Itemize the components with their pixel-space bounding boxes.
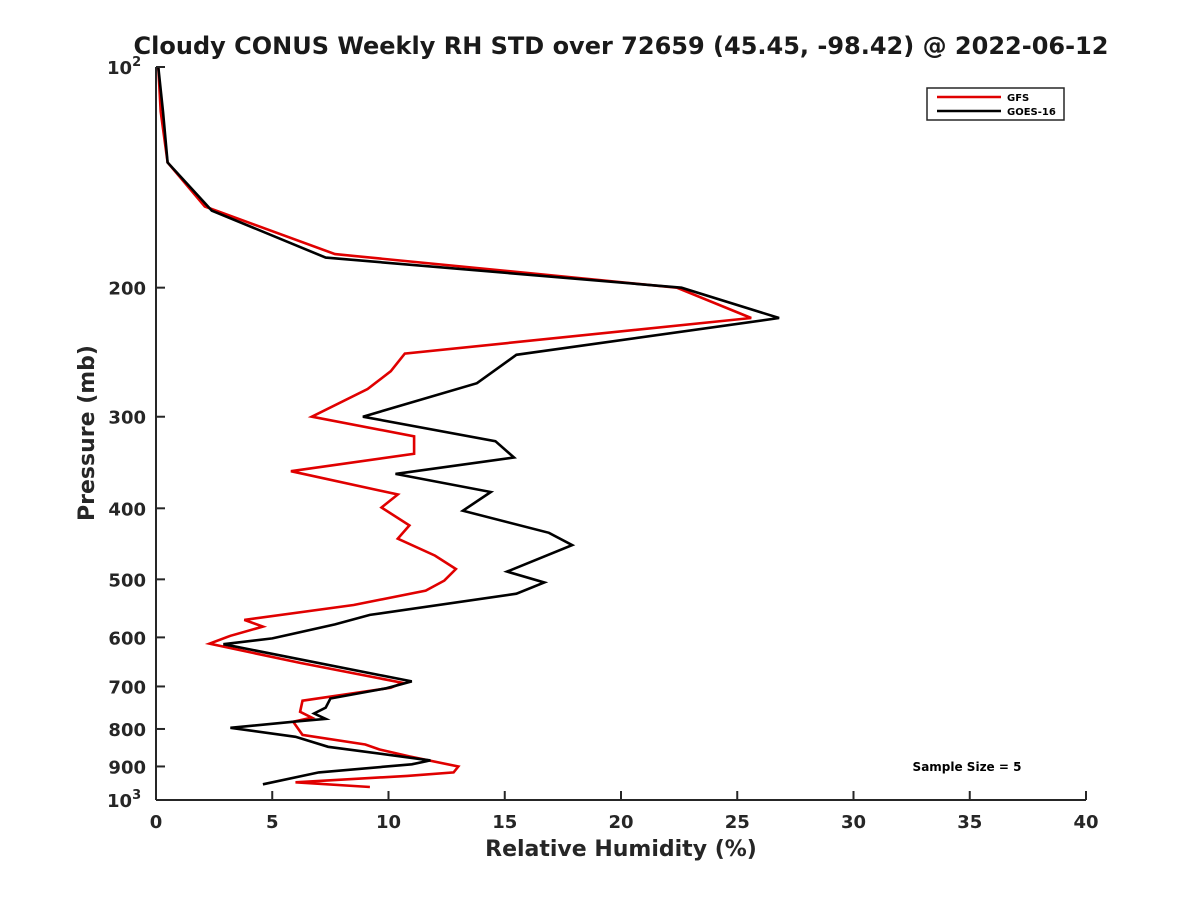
x-tick-label: 0 (150, 812, 163, 833)
series-line-gfs (157, 66, 752, 789)
chart-title: Cloudy CONUS Weekly RH STD over 72659 (4… (134, 32, 1109, 60)
y-tick-label: 300 (108, 408, 146, 429)
y-tick-label: 200 (108, 279, 146, 300)
y-axis-label: Pressure (mb) (75, 345, 100, 521)
y-tick-label: 400 (108, 499, 146, 520)
x-axis-label: Relative Humidity (%) (485, 837, 757, 862)
x-tick-label: 20 (608, 812, 633, 833)
legend-label-goes-16: GOES-16 (1007, 107, 1056, 118)
x-tick-label: 25 (725, 812, 750, 833)
series-line-goes-16 (157, 66, 780, 786)
plot-area: 0 5 10 15 20 25 30 35 40 102 200 300 400 500 600 700 80… (107, 55, 1099, 833)
x-tick-label: 30 (841, 812, 866, 833)
x-tick-label: 40 (1073, 812, 1098, 833)
legend: GFS GOES-16 (926, 87, 1065, 121)
y-tick-label: 102 (107, 55, 141, 79)
x-tick-label: 5 (266, 812, 279, 833)
x-ticks: 0 5 10 15 20 25 30 35 40 (150, 791, 1099, 833)
x-tick-label: 35 (957, 812, 982, 833)
legend-label-gfs: GFS (1007, 93, 1029, 104)
y-tick-label: 103 (107, 788, 141, 812)
y-tick-label: 800 (108, 720, 146, 741)
y-ticks: 102 200 300 400 500 600 700 800 900 103 (107, 55, 165, 812)
y-tick-label: 900 (108, 757, 146, 778)
y-tick-label: 500 (108, 570, 146, 591)
sample-size-annotation: Sample Size = 5 (913, 760, 1022, 774)
x-tick-label: 10 (376, 812, 401, 833)
x-tick-label: 15 (492, 812, 517, 833)
series-layer (157, 66, 780, 789)
y-tick-label: 700 (108, 677, 146, 698)
y-tick-label: 600 (108, 628, 146, 649)
legend-box (926, 87, 1065, 121)
